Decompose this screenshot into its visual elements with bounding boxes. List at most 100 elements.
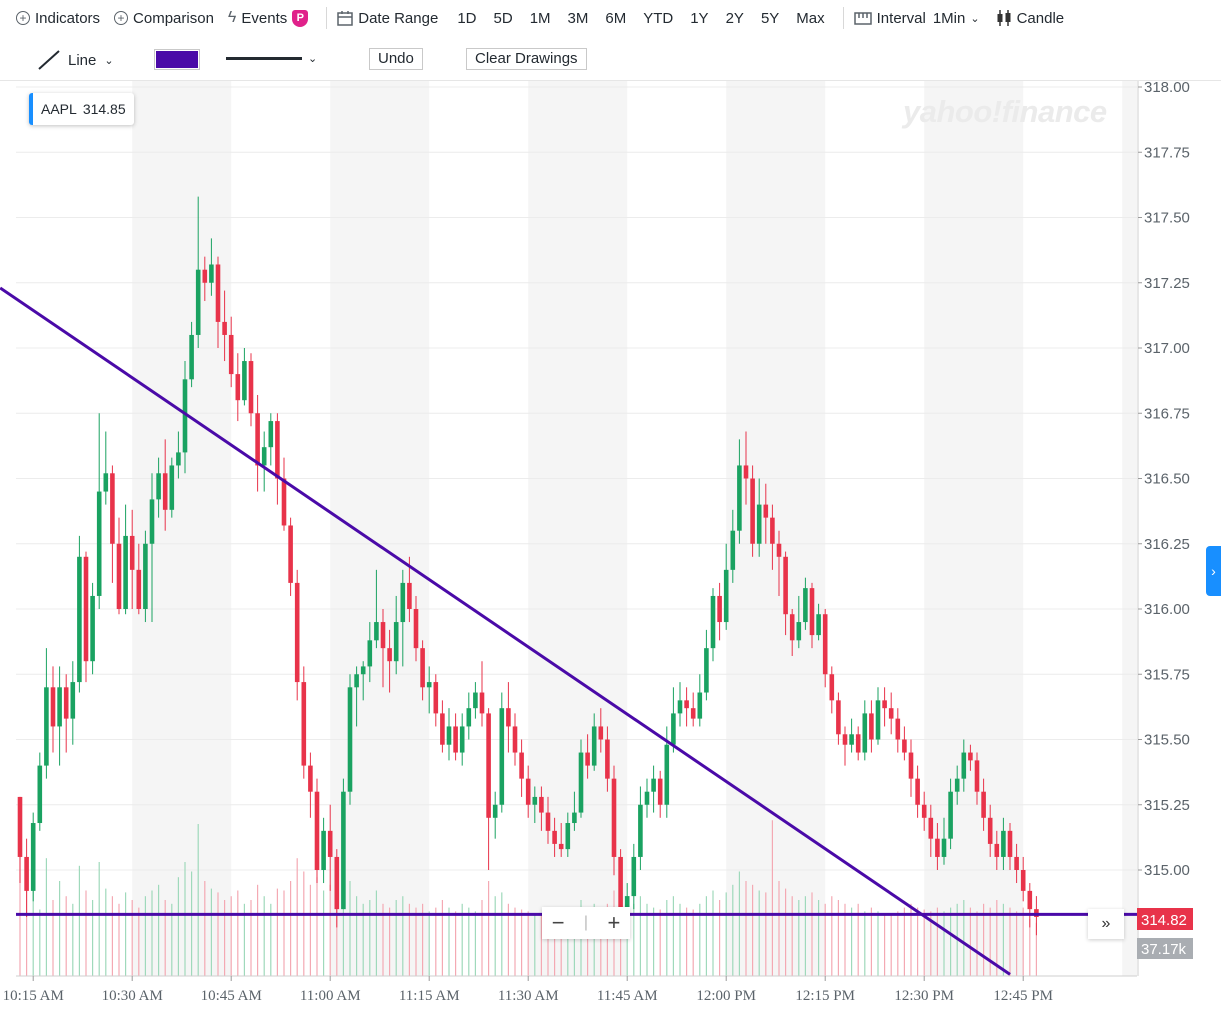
candle-body	[70, 682, 76, 719]
candle-body	[690, 708, 696, 719]
candle-body	[407, 582, 412, 609]
candle-body	[737, 465, 742, 531]
candle-body	[393, 622, 399, 662]
volume-bars	[19, 820, 1038, 976]
candle-body	[466, 708, 472, 727]
candle-body	[803, 588, 808, 623]
zoom-controls: − | +	[542, 907, 630, 939]
interval-value: 1Min	[932, 9, 966, 27]
range-1m[interactable]: 1M	[529, 9, 551, 27]
line-tool-label: Line	[68, 51, 97, 69]
range-5y[interactable]: 5Y	[760, 9, 780, 27]
y-tick-label: 317.50	[1144, 210, 1190, 227]
candle-body	[855, 734, 861, 753]
chevron-down-icon: ⌄	[104, 54, 114, 67]
candle-body	[1007, 830, 1013, 857]
candle-body	[789, 614, 795, 641]
candle-body	[499, 708, 505, 805]
candle-body	[974, 760, 980, 792]
candle-body	[156, 473, 161, 500]
x-tick-label: 11:45 AM	[597, 988, 658, 1004]
candle-body	[380, 622, 386, 649]
x-tick-label: 12:00 PM	[696, 988, 756, 1004]
zoom-in-button[interactable]: +	[607, 910, 621, 935]
scroll-to-latest-button[interactable]: »	[1088, 909, 1124, 939]
candle-body	[235, 374, 241, 401]
range-6m[interactable]: 6M	[605, 9, 627, 27]
events-button[interactable]: ϟ Events P	[228, 9, 309, 27]
divider	[326, 7, 328, 29]
chart-type-button[interactable]: Candle	[996, 9, 1064, 27]
candle-body	[341, 791, 346, 910]
candle-body	[37, 765, 43, 824]
candle-body	[525, 778, 531, 805]
candle-body	[519, 752, 524, 779]
x-tick-label: 11:00 AM	[300, 988, 361, 1004]
candle-body	[103, 473, 109, 492]
candle-body	[671, 713, 676, 745]
candle-body	[268, 421, 274, 448]
candle-body	[420, 648, 425, 688]
date-range-label: Date Range	[358, 9, 439, 27]
range-3m[interactable]: 3M	[567, 9, 589, 27]
time-band	[924, 80, 1024, 976]
interval-button[interactable]: Interval 1Min ⌄	[853, 9, 980, 27]
candle-body	[248, 361, 254, 414]
candle-body	[440, 713, 445, 745]
candle-body	[1027, 890, 1033, 910]
candle-body	[136, 569, 142, 609]
range-1d[interactable]: 1D	[457, 9, 477, 27]
indicators-button[interactable]: + Indicators	[16, 10, 100, 27]
candle-body	[822, 614, 828, 675]
candle-body	[750, 478, 755, 544]
x-tick-label: 12:45 PM	[993, 988, 1053, 1004]
candle-body	[776, 543, 782, 557]
candle-body	[697, 692, 703, 719]
candles[interactable]	[17, 196, 1039, 936]
candle-body	[717, 595, 722, 623]
candle-body	[50, 687, 56, 727]
side-panel-toggle[interactable]: ›	[1206, 546, 1221, 596]
candle-body	[44, 687, 49, 766]
candle-body	[638, 804, 643, 857]
candle-body	[189, 334, 194, 380]
symbol-legend[interactable]: AAPL 314.85	[29, 93, 134, 125]
zoom-out-button[interactable]: −	[551, 910, 565, 935]
candle-body	[710, 595, 716, 649]
candle-body	[829, 674, 835, 701]
candle-body	[770, 517, 775, 544]
candle-body	[796, 622, 802, 641]
candle-body	[512, 726, 518, 753]
date-range-button[interactable]: Date Range	[337, 10, 438, 27]
range-1y[interactable]: 1Y	[690, 9, 709, 27]
y-tick-label: 316.75	[1144, 405, 1190, 422]
line-tool-select[interactable]: Line ⌄	[38, 50, 114, 70]
time-band	[726, 80, 826, 976]
indicators-label: Indicators	[35, 9, 101, 27]
undo-button[interactable]: Undo	[369, 48, 423, 70]
range-ytd[interactable]: YTD	[643, 9, 674, 27]
candle-body	[459, 726, 465, 753]
candle-body	[816, 614, 821, 636]
candle-body	[202, 269, 208, 283]
candle-body	[301, 682, 307, 766]
range-max[interactable]: Max	[796, 9, 825, 27]
candle-body	[644, 791, 650, 805]
candle-body	[915, 778, 920, 805]
line-style-select[interactable]: ⌄	[226, 52, 317, 65]
candle-body	[849, 734, 854, 745]
range-5d[interactable]: 5D	[493, 9, 513, 27]
candle-body	[552, 830, 557, 844]
candle-body	[677, 700, 683, 714]
range-2y[interactable]: 2Y	[725, 9, 744, 27]
candle-body	[631, 856, 637, 897]
last-volume-label: 37.17k	[1141, 941, 1187, 958]
candle-body	[756, 504, 762, 544]
color-swatch[interactable]	[154, 49, 200, 70]
candle-body	[664, 744, 670, 805]
y-tick-label: 318.00	[1144, 79, 1190, 96]
clear-drawings-button[interactable]: Clear Drawings	[466, 48, 587, 70]
candle-body	[116, 543, 122, 609]
comparison-button[interactable]: + Comparison	[114, 10, 214, 27]
